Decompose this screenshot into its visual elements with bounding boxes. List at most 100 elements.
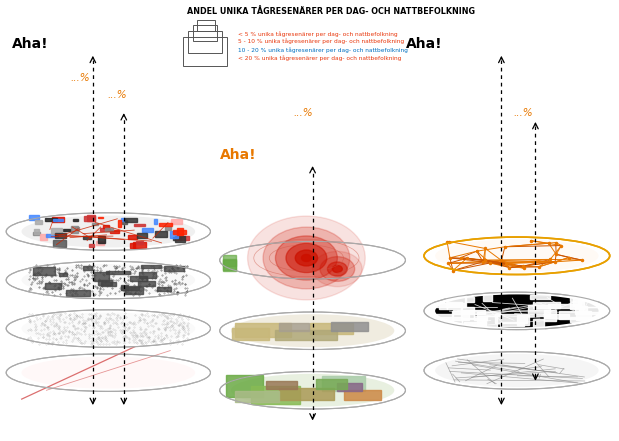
Bar xyxy=(452,310,485,314)
Ellipse shape xyxy=(220,371,405,409)
Bar xyxy=(63,229,70,231)
Bar xyxy=(193,25,217,41)
Bar xyxy=(177,228,183,235)
Ellipse shape xyxy=(6,310,210,348)
Bar xyxy=(53,219,63,221)
Bar xyxy=(157,288,171,291)
Bar xyxy=(165,226,171,230)
Ellipse shape xyxy=(220,242,405,279)
Bar xyxy=(465,297,474,303)
Bar xyxy=(544,314,569,318)
Bar xyxy=(173,230,186,234)
Bar xyxy=(71,226,78,233)
Bar xyxy=(429,317,462,328)
Bar xyxy=(436,314,453,324)
Bar xyxy=(84,266,92,270)
Bar xyxy=(126,287,144,294)
Bar xyxy=(128,235,137,239)
Bar xyxy=(530,295,550,299)
Circle shape xyxy=(313,251,362,287)
Bar xyxy=(176,236,186,242)
Bar xyxy=(235,392,279,402)
Ellipse shape xyxy=(22,264,195,296)
Bar xyxy=(45,284,61,288)
Ellipse shape xyxy=(231,374,394,407)
Bar xyxy=(223,255,236,266)
Bar xyxy=(344,390,381,400)
Bar xyxy=(51,228,61,235)
Bar xyxy=(279,323,310,331)
Text: Aha!: Aha! xyxy=(12,37,49,52)
Ellipse shape xyxy=(22,216,195,247)
Ellipse shape xyxy=(435,239,599,272)
Bar xyxy=(45,218,57,221)
Bar xyxy=(569,317,594,322)
Bar xyxy=(137,281,155,286)
Bar xyxy=(337,383,362,391)
Circle shape xyxy=(327,262,347,276)
Bar xyxy=(131,243,135,248)
Bar xyxy=(559,310,591,319)
Bar xyxy=(164,265,184,271)
Ellipse shape xyxy=(6,354,210,392)
Circle shape xyxy=(263,227,350,289)
Bar xyxy=(266,381,297,389)
Ellipse shape xyxy=(435,354,599,387)
Bar xyxy=(121,218,124,221)
Bar xyxy=(35,220,43,224)
Bar xyxy=(84,217,95,221)
Bar xyxy=(100,228,110,231)
Text: 10 - 20 % unika tågresenärer per dag- och nattbefolkning: 10 - 20 % unika tågresenärer per dag- oc… xyxy=(238,47,408,53)
Bar xyxy=(275,330,337,340)
Bar xyxy=(176,236,189,240)
Bar xyxy=(97,241,104,245)
Bar xyxy=(226,375,263,397)
Bar xyxy=(121,285,128,290)
Bar xyxy=(34,228,39,234)
Bar xyxy=(316,379,347,389)
Bar xyxy=(158,223,172,226)
Bar xyxy=(183,37,227,66)
Ellipse shape xyxy=(22,357,195,389)
Ellipse shape xyxy=(424,352,610,389)
Bar xyxy=(155,231,168,237)
Bar xyxy=(452,311,469,320)
Bar xyxy=(576,312,600,320)
Bar xyxy=(548,303,580,308)
Bar xyxy=(59,273,67,276)
Bar xyxy=(223,259,236,270)
Bar xyxy=(123,220,127,224)
Bar xyxy=(33,232,40,235)
Circle shape xyxy=(295,250,318,266)
Bar xyxy=(98,217,103,218)
Bar xyxy=(171,220,182,224)
Ellipse shape xyxy=(22,313,195,344)
Bar xyxy=(154,219,157,224)
Bar xyxy=(569,295,592,301)
Text: ...%: ...% xyxy=(108,90,128,101)
Bar xyxy=(533,319,544,329)
Ellipse shape xyxy=(435,295,599,327)
Bar xyxy=(579,306,587,312)
Bar xyxy=(173,237,181,240)
Bar xyxy=(544,310,556,321)
Bar xyxy=(121,286,139,290)
Circle shape xyxy=(320,257,355,281)
Text: ...%: ...% xyxy=(71,73,90,83)
Bar xyxy=(462,318,486,330)
Bar xyxy=(55,232,66,238)
Bar xyxy=(87,215,95,221)
Bar xyxy=(83,236,92,239)
Bar xyxy=(118,220,121,228)
Bar xyxy=(170,232,178,238)
Bar xyxy=(132,242,146,248)
Bar xyxy=(53,240,66,247)
Text: 5 - 10 % unika tågresenärer per dag- och nattbefolkning: 5 - 10 % unika tågresenärer per dag- och… xyxy=(238,39,404,45)
Bar xyxy=(477,312,500,316)
Bar xyxy=(66,290,90,295)
Bar xyxy=(40,234,46,239)
Bar xyxy=(431,303,465,307)
Bar xyxy=(92,223,98,225)
Bar xyxy=(30,215,39,220)
Bar xyxy=(101,282,116,286)
